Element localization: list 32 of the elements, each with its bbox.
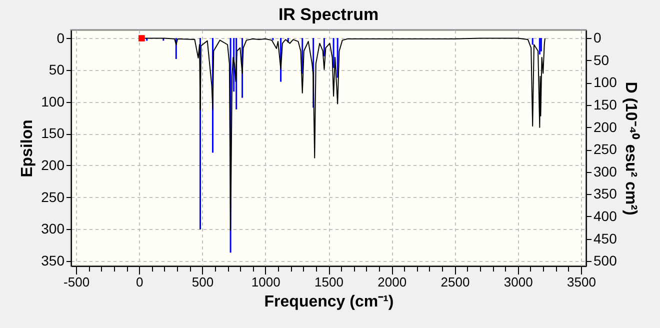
y2-tick-label: 100 (594, 74, 618, 90)
y2-tick-label: 300 (594, 163, 618, 180)
y-tick-label: 350 (41, 252, 65, 268)
x-tick-label: -500 (64, 274, 90, 290)
y2-tick-label: 400 (594, 208, 618, 224)
y-axis-title: Epsilon (19, 120, 36, 178)
x-tick-label: 3000 (504, 274, 533, 290)
x-tick-label: 2000 (378, 274, 407, 290)
y2-tick-label: 250 (594, 141, 618, 158)
y2-tick-label: 150 (594, 96, 618, 112)
x-tick-label: 3500 (566, 274, 596, 290)
y2-tick-label: 450 (594, 230, 618, 246)
x-axis-title: Frequency (cm⁻¹) (264, 294, 394, 310)
y-tick-label: 150 (41, 125, 65, 142)
y2-tick-label: 0 (594, 30, 602, 46)
x-tick-label: 500 (192, 274, 214, 290)
x-tick-label: 1000 (251, 274, 280, 290)
y2-tick-label: 500 (594, 252, 618, 269)
y-tick-label: 200 (41, 156, 65, 173)
y2-tick-label: 50 (594, 52, 610, 68)
y2-tick-label: 200 (594, 118, 618, 135)
x-tick-label: 0 (136, 274, 144, 290)
chart-title: IR Spectrum (278, 5, 379, 24)
x-tick-label: 2500 (440, 274, 470, 290)
y-tick-label: 0 (56, 30, 65, 46)
y-tick-label: 300 (41, 220, 65, 237)
y-tick-label: 100 (41, 93, 65, 110)
x-tick-label: 1500 (314, 274, 344, 290)
y2-axis-title: D (10⁻⁴⁰ esu² cm²) (622, 82, 640, 216)
y-tick-label: 250 (41, 188, 65, 205)
y-tick-label: 50 (48, 62, 65, 78)
y2-tick-label: 350 (594, 186, 618, 202)
